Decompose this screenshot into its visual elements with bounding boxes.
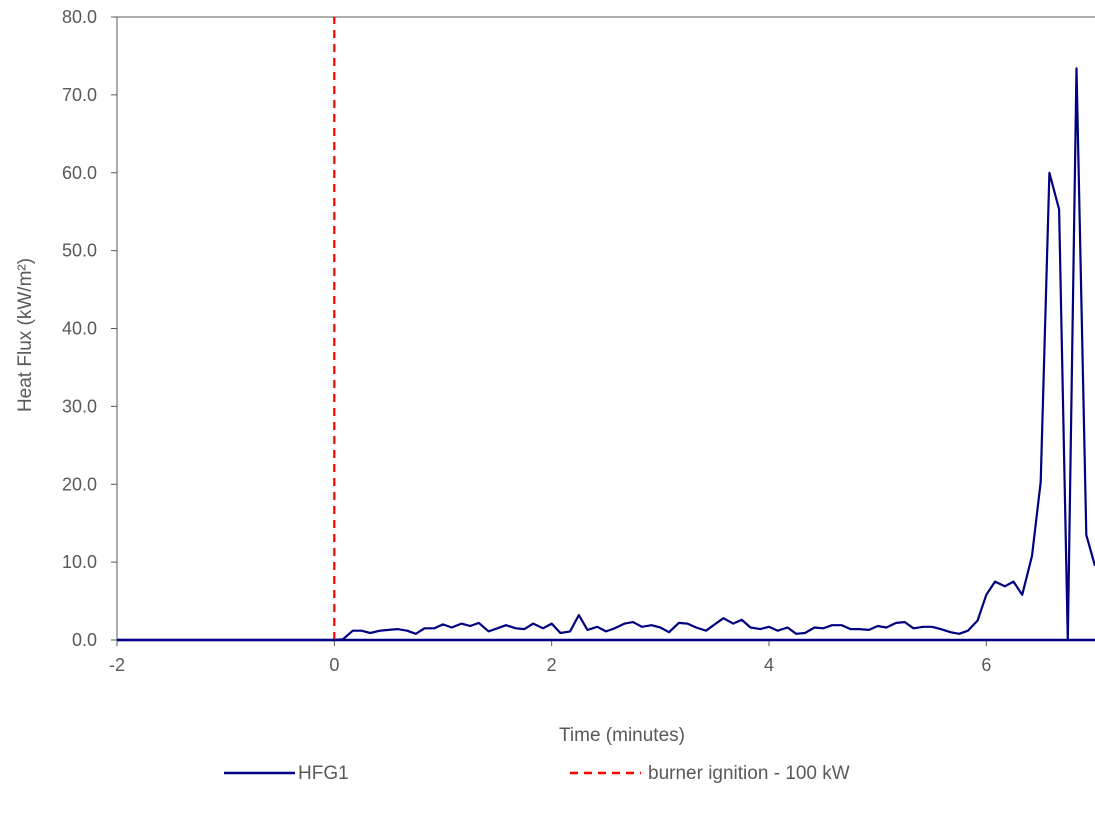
- y-tick-label: 60.0: [62, 163, 97, 183]
- x-tick-label: -2: [109, 655, 125, 675]
- y-tick-label: 20.0: [62, 474, 97, 494]
- x-axis-title: Time (minutes): [559, 725, 685, 746]
- x-tick-label: 2: [547, 655, 557, 675]
- series-line-hfg1: [117, 67, 1095, 642]
- legend: HFG1 burner ignition - 100 kW: [224, 763, 850, 784]
- y-tick-label: 50.0: [62, 241, 97, 261]
- y-tick-label: 70.0: [62, 85, 97, 105]
- y-tick-label: 40.0: [62, 319, 97, 339]
- legend-label-burner-ignition: burner ignition - 100 kW: [648, 763, 850, 784]
- y-tick-label: 80.0: [62, 7, 97, 27]
- y-axis-title: Heat Flux (kW/m²): [15, 258, 36, 412]
- legend-label-hfg1: HFG1: [298, 763, 349, 784]
- y-axis-ticks: 0.0 10.0 20.0 30.0 40.0 50.0 60.0 70.0 80.0: [62, 7, 117, 650]
- series-layer: [117, 17, 1095, 642]
- legend-item-hfg1: HFG1: [224, 763, 349, 784]
- x-tick-label: 0: [329, 655, 339, 675]
- x-tick-label: 6: [981, 655, 991, 675]
- x-axis-ticks: -2 0 2 4 6: [109, 640, 991, 675]
- y-tick-label: 0.0: [72, 630, 97, 650]
- y-tick-label: 30.0: [62, 396, 97, 416]
- y-tick-label: 10.0: [62, 552, 97, 572]
- plot-area: 0.0 10.0 20.0 30.0 40.0 50.0 60.0 70.0 80.0 -2 0 2…: [62, 7, 1095, 675]
- legend-item-burner-ignition: burner ignition - 100 kW: [570, 763, 850, 784]
- x-tick-label: 4: [764, 655, 774, 675]
